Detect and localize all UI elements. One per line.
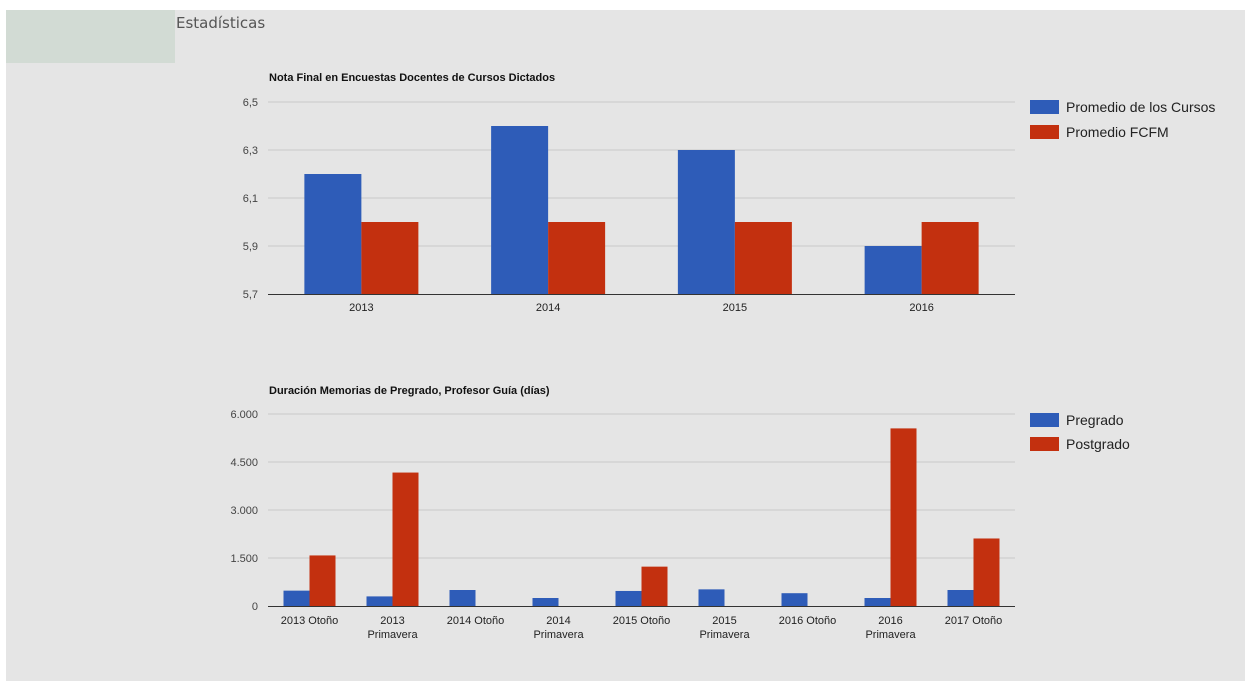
chart1-y-tick-label: 5,9	[243, 241, 258, 253]
chart2-x-tick-label: Primavera	[865, 629, 916, 641]
chart1-bar-series1	[304, 174, 362, 294]
chart1-y-tick-label: 6,5	[243, 97, 258, 109]
chart1-bar-series2	[921, 222, 979, 294]
chart2-bar-series1	[366, 596, 393, 606]
sidebar-tab[interactable]	[6, 10, 175, 63]
chart2-title: Duración Memorias de Pregrado, Profesor …	[269, 385, 550, 397]
chart2-legend-label: Postgrado	[1066, 436, 1130, 452]
chart2-legend-swatch	[1030, 413, 1059, 427]
chart2-x-tick-label: 2016 Otoño	[779, 615, 837, 627]
chart2-y-tick-label: 4.500	[230, 457, 258, 469]
chart2-x-tick-label: 2014 Otoño	[447, 615, 505, 627]
chart1-bar-series1	[491, 126, 549, 294]
chart2-bar-series1	[283, 590, 310, 606]
chart1-x-tick-label: 2013	[349, 302, 373, 314]
chart2-bar-series2	[309, 555, 336, 606]
chart2-x-tick-label: 2013 Otoño	[281, 615, 339, 627]
chart2-bar-series1	[864, 598, 891, 606]
chart2-y-tick-label: 0	[252, 601, 258, 613]
chart2-legend-label: Pregrado	[1066, 412, 1124, 428]
chart1-bar-series1	[677, 150, 735, 294]
chart1-bar-series2	[361, 222, 419, 294]
chart1-bar-series2	[548, 222, 606, 294]
chart2-bar-series1	[781, 593, 808, 606]
chart1-legend-swatch	[1030, 125, 1059, 139]
chart2-y-tick-label: 6.000	[230, 409, 258, 421]
chart1-x-tick-label: 2016	[909, 302, 933, 314]
chart1-x-tick-label: 2015	[723, 302, 747, 314]
chart1-bar-series1	[864, 246, 922, 294]
chart1-y-tick-label: 6,1	[243, 193, 258, 205]
chart1-y-tick-label: 6,3	[243, 145, 258, 157]
chart2-x-tick-label: 2016	[878, 615, 902, 627]
chart2-x-tick-label: 2014	[546, 615, 570, 627]
chart2-x-tick-label: Primavera	[367, 629, 418, 641]
chart2-x-tick-label: Primavera	[533, 629, 584, 641]
chart2-x-tick-label: 2017 Otoño	[945, 615, 1003, 627]
chart2-bar-series1	[615, 590, 642, 606]
chart1-legend-label: Promedio FCFM	[1066, 124, 1169, 140]
chart2-bar-series2	[641, 566, 668, 606]
page-background	[6, 10, 1245, 681]
chart1-y-tick-label: 5,7	[243, 289, 258, 301]
chart2-y-tick-label: 3.000	[230, 505, 258, 517]
chart1-legend-label: Promedio de los Cursos	[1066, 99, 1215, 115]
chart2-x-tick-label: 2015 Otoño	[613, 615, 671, 627]
chart2-x-tick-label: Primavera	[699, 629, 750, 641]
page-title: Estadísticas	[176, 14, 266, 32]
chart2-x-tick-label: 2015	[712, 615, 736, 627]
chart2-bar-series1	[947, 590, 974, 606]
chart2-bar-series1	[698, 589, 725, 606]
chart2-x-tick-label: 2013	[380, 615, 404, 627]
chart2-bar-series1	[449, 590, 476, 606]
chart2-legend-swatch	[1030, 437, 1059, 451]
chart2-bar-series1	[532, 598, 559, 606]
chart2-bar-series2	[392, 472, 419, 606]
chart2-y-tick-label: 1.500	[230, 553, 258, 565]
chart2-bar-series2	[973, 538, 1000, 606]
chart1-x-tick-label: 2014	[536, 302, 560, 314]
chart1-title: Nota Final en Encuestas Docentes de Curs…	[269, 72, 555, 84]
chart1-bar-series2	[734, 222, 792, 294]
chart1-legend-swatch	[1030, 100, 1059, 114]
chart2-bar-series2	[890, 428, 917, 606]
